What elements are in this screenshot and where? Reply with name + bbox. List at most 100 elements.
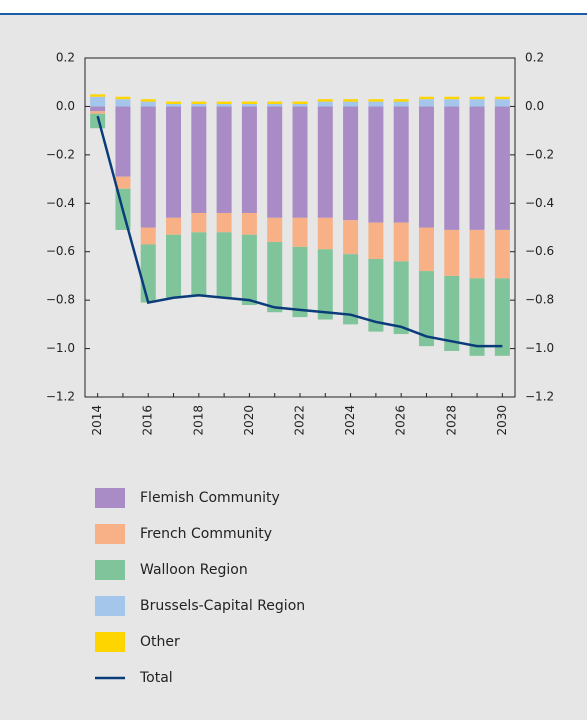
x-tick-label: 2028 xyxy=(444,405,458,436)
y2-tick-label: 0.0 xyxy=(525,99,544,113)
bar-segment xyxy=(241,212,257,235)
legend-swatch xyxy=(95,488,125,508)
bar-segment xyxy=(317,101,333,107)
bar-segment xyxy=(191,104,207,107)
bar-segment xyxy=(469,229,485,279)
bar-segment xyxy=(191,106,207,213)
bar-segment xyxy=(166,106,182,218)
bar-segment xyxy=(216,232,232,298)
y2-tick-label: 0.2 xyxy=(525,51,544,65)
bar-segment xyxy=(191,212,207,233)
bar-segment xyxy=(368,106,384,223)
bar-segment xyxy=(166,217,182,235)
y2-tick-label: −0.2 xyxy=(525,147,554,161)
bar-segment xyxy=(418,106,434,228)
total-line xyxy=(96,115,503,348)
bar-segment xyxy=(494,96,510,100)
bar-segment xyxy=(494,278,510,356)
bar-segment xyxy=(90,106,106,112)
bar-segment xyxy=(393,261,409,335)
bar-segment xyxy=(90,113,106,129)
bar-segment xyxy=(267,242,283,313)
bar-segment xyxy=(418,99,434,107)
x-tick-label: 2024 xyxy=(343,405,357,436)
bar-segment xyxy=(444,96,460,100)
legend-swatch xyxy=(95,596,125,616)
bar-segment xyxy=(166,234,182,298)
bar-segment xyxy=(140,101,156,107)
bar-segment xyxy=(216,104,232,107)
bar-segment xyxy=(494,99,510,107)
y-tick-label: −1.2 xyxy=(46,390,75,404)
legend-swatch xyxy=(95,524,125,544)
bar-segment xyxy=(393,99,409,102)
bar-segment xyxy=(418,96,434,100)
bar-segment xyxy=(140,227,156,245)
bar-segment xyxy=(115,106,131,177)
y-tick-label: −0.8 xyxy=(46,293,75,307)
bar-segment xyxy=(368,99,384,102)
bar-segment xyxy=(267,217,283,243)
bar-segment xyxy=(90,96,106,107)
bar-segment xyxy=(115,96,131,100)
bar-segment xyxy=(343,254,359,325)
bar-segment xyxy=(444,106,460,230)
bar-segment xyxy=(90,111,106,114)
bar-segment xyxy=(241,234,257,305)
y2-tick-label: −0.4 xyxy=(525,196,554,210)
y2-tick-label: −1.2 xyxy=(525,390,554,404)
x-tick-label: 2018 xyxy=(191,405,205,436)
bar-segment xyxy=(140,244,156,303)
bar-segment xyxy=(469,106,485,230)
bar-segment xyxy=(216,212,232,233)
bar-segment xyxy=(393,222,409,262)
bar-segment xyxy=(317,217,333,250)
y-tick-label: −1.0 xyxy=(46,341,75,355)
bar-segment xyxy=(444,275,460,351)
legend-swatch xyxy=(95,560,125,580)
bar-segment xyxy=(317,106,333,218)
bar-segment xyxy=(343,220,359,255)
bar-segment xyxy=(267,106,283,218)
x-tick-label: 2016 xyxy=(141,405,155,436)
bar-segment xyxy=(393,101,409,107)
legend-label: Walloon Region xyxy=(140,562,248,578)
bar-segment xyxy=(418,271,434,347)
y-tick-label: −0.4 xyxy=(46,196,75,210)
bar-segment xyxy=(140,99,156,102)
y-tick-label: 0.2 xyxy=(56,51,75,65)
bar-segment xyxy=(368,101,384,107)
bar-segment xyxy=(216,106,232,213)
bar-segment xyxy=(140,106,156,228)
bar-segment xyxy=(292,246,308,318)
y2-tick-label: −0.8 xyxy=(525,293,554,307)
bar-segment xyxy=(292,101,308,105)
y2-tick-label: −1.0 xyxy=(525,341,554,355)
legend-label: Total xyxy=(139,670,173,686)
x-tick-label: 2020 xyxy=(242,405,256,436)
bar-segment xyxy=(444,99,460,107)
bar-segment xyxy=(292,106,308,218)
bar-segment xyxy=(368,222,384,259)
bar-segment xyxy=(469,278,485,356)
bar-segment xyxy=(469,96,485,100)
top-strip xyxy=(0,0,587,14)
bar-segment xyxy=(494,229,510,279)
bar-segment xyxy=(166,104,182,107)
bar-segment xyxy=(292,217,308,247)
legend-label: Other xyxy=(140,634,180,650)
bar-segment xyxy=(368,258,384,332)
bar-segment xyxy=(292,104,308,107)
bar-segment xyxy=(418,227,434,272)
bar-segment xyxy=(191,101,207,105)
legend-swatch xyxy=(95,632,125,652)
bar-segment xyxy=(115,99,131,107)
x-tick-label: 2014 xyxy=(90,405,104,436)
bar-segment xyxy=(469,99,485,107)
bar-segment xyxy=(444,229,460,276)
legend-label: Flemish Community xyxy=(140,490,280,506)
bar-segment xyxy=(241,101,257,105)
bar-segment xyxy=(317,99,333,102)
bar-segment xyxy=(343,99,359,102)
